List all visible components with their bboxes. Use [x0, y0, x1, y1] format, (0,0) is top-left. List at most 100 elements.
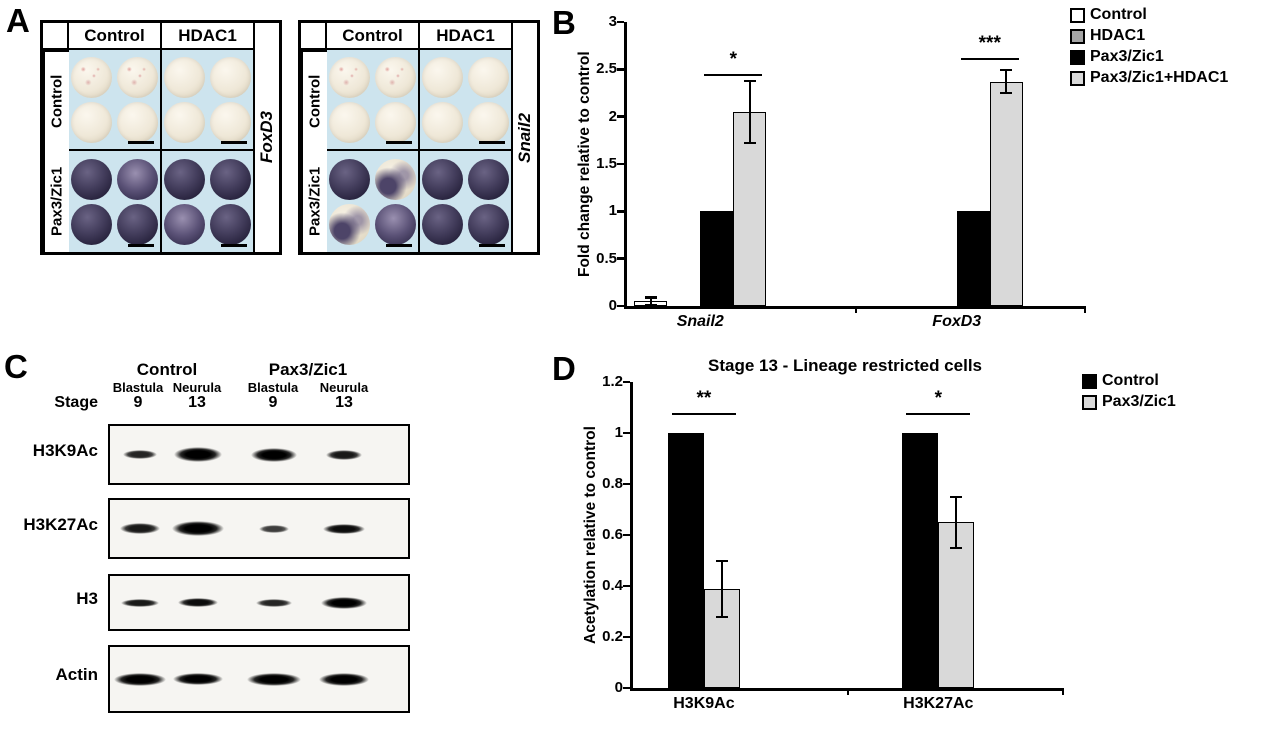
blot-band [172, 673, 223, 685]
embryo [210, 203, 251, 245]
significance-line [704, 74, 763, 77]
error-cap-bottom [1000, 92, 1013, 95]
scale-bar [128, 243, 154, 247]
gene-label-snail2: Snail2 [513, 23, 537, 252]
embryo [468, 101, 509, 143]
y-tick-label: 2.5 [596, 60, 617, 78]
scale-bar [128, 140, 154, 144]
y-tick-mark [623, 533, 630, 537]
embryo [117, 203, 158, 245]
blot-band [120, 598, 159, 607]
legend-swatch [1082, 394, 1097, 410]
embryo-quadrant-control-control [327, 50, 420, 151]
panel-d-legend: Control Pax3/Zic1 [1082, 372, 1176, 414]
y-tick-label: 0 [608, 297, 617, 314]
embryo [71, 203, 112, 245]
panel-d-label: D [552, 350, 576, 387]
panel-a-foxd3-block: Control HDAC1 FoxD3 Control Pax3/Zic1 [40, 20, 282, 255]
embryo [71, 158, 112, 200]
y-tick-label: 1 [614, 424, 623, 441]
legend-label: Pax3/Zic1 [1102, 393, 1176, 410]
blot-band [250, 447, 297, 462]
error-cap-bottom [950, 546, 963, 549]
significance-label: *** [978, 32, 1001, 54]
error-bar [649, 297, 652, 306]
embryo [210, 101, 251, 143]
y-tick-mark [623, 380, 630, 384]
blot-group-header-pax3zic1: Pax3/Zic1 [268, 360, 348, 379]
blot-label-actin: Actin [55, 665, 99, 684]
y-tick-label: 1 [608, 202, 617, 220]
blot-h3k9ac [108, 424, 410, 485]
error-bar [720, 560, 723, 617]
error-cap-top [644, 296, 657, 299]
blot-band [119, 523, 160, 534]
x-tick-mark [1083, 306, 1087, 313]
stage-number-1: 9 [133, 394, 143, 411]
embryo [164, 203, 205, 245]
y-tick-label: 3 [608, 13, 617, 30]
y-tick-label: 2 [608, 107, 617, 125]
panel-b-chart: B Fold change relative to control 0 0.5 1 1… [552, 6, 1280, 342]
embryo [422, 56, 463, 98]
legend-swatch [1082, 373, 1097, 389]
embryo [375, 203, 416, 245]
embryo [71, 101, 112, 143]
embryo-quadrant-pax3zic1-hdac1 [420, 151, 513, 252]
error-cap-bottom [743, 142, 756, 145]
grid-corner [43, 23, 69, 50]
y-tick-mark [617, 115, 624, 118]
bar-H3K9Ac-Control [667, 433, 704, 688]
embryo [375, 56, 416, 98]
error-cap-top [950, 495, 963, 498]
stage-number-2: 13 [188, 394, 206, 411]
embryo [422, 203, 463, 245]
x-tick-mark [1061, 688, 1065, 695]
embryo [422, 101, 463, 143]
significance-label: ** [696, 387, 712, 409]
blot-actin [108, 645, 410, 713]
legend-item: Pax3/Zic1 [1082, 393, 1176, 411]
embryo [468, 56, 509, 98]
y-tick-mark [623, 482, 630, 486]
legend-swatch [1070, 7, 1085, 23]
embryo [117, 158, 158, 200]
column-header-control: Control [69, 23, 162, 50]
legend-swatch [1070, 28, 1085, 44]
significance-line [906, 412, 971, 415]
scale-bar [479, 140, 505, 144]
embryo [71, 56, 112, 98]
blot-band [258, 524, 289, 533]
stage-name-blastula-1: Blastula [112, 380, 164, 395]
blot-h3 [108, 574, 410, 631]
y-tick-mark [617, 304, 624, 308]
embryo [210, 158, 251, 200]
stage-number-3: 9 [268, 394, 278, 411]
y-tick-mark [617, 68, 624, 71]
row-header-control: Control [301, 50, 327, 151]
y-tick-label: 0 [614, 679, 623, 696]
blot-band [177, 598, 218, 607]
panel-b-plot-area: 0 0.5 1 1.5 2 2.5 3 Snail2 FoxD3 * *** [596, 13, 1087, 330]
embryo [210, 56, 251, 98]
bar-H3K27Ac-Control [902, 433, 939, 688]
embryo [375, 101, 416, 143]
embryo [468, 203, 509, 245]
blot-band [171, 521, 224, 536]
column-header-control: Control [327, 23, 420, 50]
scale-bar [386, 140, 412, 144]
gene-label-foxd3: FoxD3 [255, 23, 279, 252]
embryo [329, 101, 370, 143]
blot-band [255, 598, 292, 607]
legend-item: Pax3/Zic1+HDAC1 [1070, 69, 1228, 87]
bar-Snail2-Pax3/Zic1 [700, 211, 734, 306]
embryo [329, 158, 370, 200]
y-tick-label: 0.6 [602, 526, 623, 543]
legend-item: HDAC1 [1070, 27, 1228, 45]
stage-row-label: Stage [54, 394, 98, 411]
legend-label: HDAC1 [1090, 27, 1146, 44]
embryo [117, 101, 158, 143]
y-tick-mark [623, 635, 630, 639]
scale-bar [221, 243, 247, 247]
x-category-label: H3K27Ac [903, 695, 974, 712]
